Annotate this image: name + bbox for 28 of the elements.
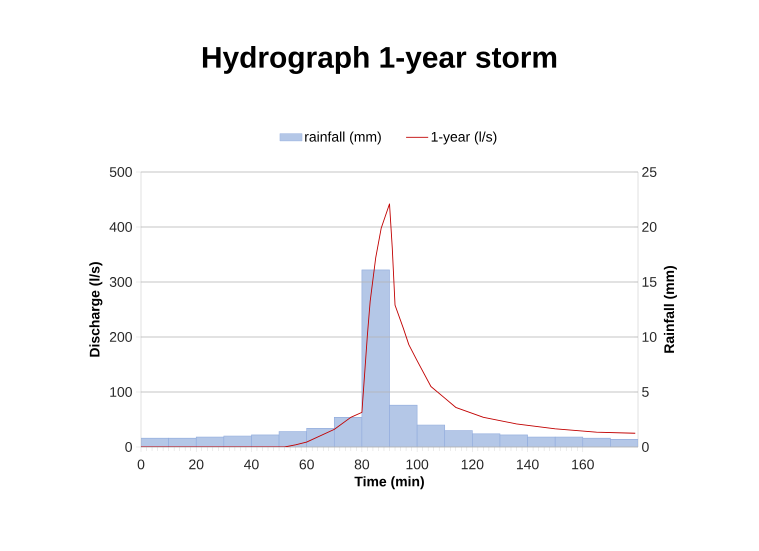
chart-title: Hydrograph 1-year storm — [202, 46, 556, 74]
line-series — [141, 203, 636, 447]
x-tick-label: 160 — [572, 459, 594, 470]
x-tick-label: 140 — [516, 459, 539, 470]
y-axis-title: Discharge (l/s) — [89, 262, 102, 357]
x-axis-title: Time (min) — [354, 476, 424, 490]
legend-label: rainfall (mm) — [305, 131, 381, 144]
y2-tick-label: 25 — [642, 167, 656, 177]
x-tick-label: 20 — [189, 459, 204, 470]
x-tick-label: 0 — [138, 459, 144, 470]
y-tick-label: 100 — [110, 387, 132, 397]
y-tick-label: 200 — [110, 332, 132, 342]
legend-label: 1-year (l/s) — [432, 131, 496, 144]
y2-axis-title: Rainfall (mm) — [664, 266, 677, 353]
y2-tick-label: 10 — [642, 332, 656, 342]
x-tick-label: 120 — [462, 459, 484, 470]
y-tick-label: 500 — [110, 167, 132, 177]
y2-tick-label: 20 — [642, 222, 656, 232]
x-tick-label: 100 — [406, 459, 428, 470]
y-tick-label: 0 — [125, 442, 132, 452]
x-tick-label: 40 — [244, 459, 259, 470]
y-tick-label: 300 — [110, 277, 132, 287]
y2-tick-label: 5 — [642, 387, 649, 397]
y2-tick-label: 0 — [642, 442, 649, 452]
x-tick-label: 80 — [354, 459, 370, 470]
x-tick-label: 60 — [300, 459, 314, 470]
y-tick-label: 400 — [110, 222, 132, 232]
y2-tick-label: 15 — [642, 277, 656, 287]
